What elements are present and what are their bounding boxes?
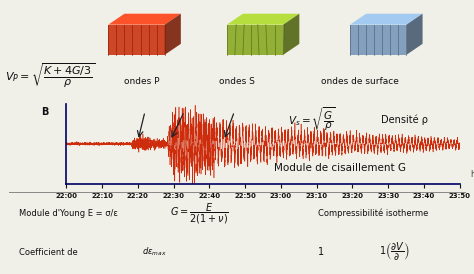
Text: 1: 1	[318, 247, 324, 257]
Polygon shape	[350, 14, 423, 25]
Text: Densité ρ: Densité ρ	[381, 115, 428, 125]
Text: heure: heure	[471, 170, 474, 179]
Text: $V_P = \sqrt{\dfrac{K+4G/3}{\rho}}$: $V_P = \sqrt{\dfrac{K+4G/3}{\rho}}$	[5, 61, 95, 90]
Text: $d\varepsilon_{max}$: $d\varepsilon_{max}$	[142, 246, 167, 258]
Polygon shape	[227, 25, 283, 55]
Text: $G = \dfrac{E}{2(1+\nu)}$: $G = \dfrac{E}{2(1+\nu)}$	[170, 202, 228, 226]
Polygon shape	[108, 14, 181, 25]
Polygon shape	[407, 14, 423, 55]
Polygon shape	[165, 14, 181, 55]
Text: Module de cisaillement G: Module de cisaillement G	[274, 163, 406, 173]
Text: ondes de surface: ondes de surface	[321, 77, 399, 86]
Polygon shape	[350, 25, 407, 55]
Text: Module d'Young E = σ/ε: Module d'Young E = σ/ε	[19, 209, 118, 218]
Polygon shape	[283, 14, 300, 55]
Text: B: B	[41, 107, 49, 117]
Text: ondes P: ondes P	[125, 77, 160, 86]
Text: Compressibilité isotherme: Compressibilité isotherme	[318, 209, 428, 218]
Text: $1\left(\dfrac{\partial V}{\partial}\right)$: $1\left(\dfrac{\partial V}{\partial}\rig…	[379, 241, 410, 263]
Polygon shape	[227, 14, 300, 25]
Polygon shape	[108, 25, 165, 55]
Text: ondes S: ondes S	[219, 77, 255, 86]
Text: Coefficient de: Coefficient de	[19, 248, 78, 256]
Text: $V_s = \sqrt{\dfrac{G}{\rho}}$: $V_s = \sqrt{\dfrac{G}{\rho}}$	[288, 106, 336, 134]
